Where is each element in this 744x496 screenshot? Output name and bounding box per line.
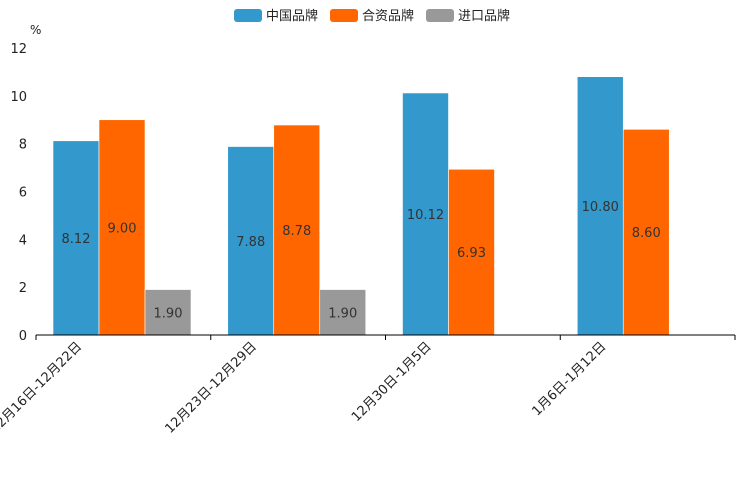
- category-label: 12月30日-1月5日: [349, 339, 435, 425]
- legend-swatch: [330, 9, 358, 22]
- category-label: 1月6日-1月12日: [530, 339, 610, 419]
- y-tick-label: 6: [19, 186, 27, 201]
- bar-labels: 8.12 9.00 1.90 7.88 8.78 1.90 10.12 6.93 10.80 8.…: [62, 200, 661, 321]
- legend-swatch: [426, 9, 454, 22]
- bar-value-label: 1.90: [154, 306, 183, 321]
- bar-value-label: 1.90: [328, 306, 357, 321]
- legend-item[interactable]: 合资品牌: [330, 8, 414, 24]
- bar-value-label: 10.12: [407, 208, 444, 223]
- bar-value-label: 6.93: [457, 246, 486, 261]
- legend-swatch: [234, 9, 262, 22]
- bar-2-1: [98, 119, 146, 336]
- bar-value-label: 8.60: [632, 226, 661, 241]
- y-tick-label: 2: [19, 281, 27, 296]
- bar-value-label: 8.12: [62, 232, 91, 247]
- category-labels: 12月16日-12月22日 12月23日-12月29日 12月30日-1月5日 1月6…: [0, 339, 609, 436]
- bar-3-1: [144, 289, 192, 336]
- bar-1-1: [52, 140, 100, 336]
- y-tick-label: 4: [19, 233, 27, 248]
- bar-value-label: 8.78: [282, 224, 311, 239]
- y-axis-ticks: 0 2 4 6 8 10 12: [10, 42, 27, 344]
- x-axis-ticks: [35, 335, 736, 340]
- legend-item[interactable]: 进口品牌: [426, 8, 510, 24]
- category-label: 12月23日-12月29日: [162, 339, 259, 436]
- legend-item[interactable]: 中国品牌: [234, 8, 318, 24]
- legend-label: 中国品牌: [266, 8, 318, 24]
- bar-2-3: [448, 168, 495, 336]
- bar-value-label: 10.80: [582, 200, 619, 215]
- y-tick-label: 12: [10, 42, 27, 57]
- legend-label: 进口品牌: [458, 8, 510, 24]
- bars: [52, 76, 670, 336]
- legend-label: 合资品牌: [362, 8, 414, 24]
- bar-value-label: 9.00: [108, 221, 137, 236]
- y-axis-unit-label: %: [30, 23, 41, 37]
- y-tick-label: 10: [10, 90, 27, 105]
- bar-1-2: [227, 146, 275, 336]
- legend: 中国品牌 合资品牌 进口品牌: [234, 8, 510, 24]
- bar-2-4: [622, 129, 670, 336]
- category-label: 12月16日-12月22日: [0, 339, 85, 436]
- bar-3-2: [319, 289, 367, 336]
- bar-2-2: [273, 124, 321, 336]
- y-tick-label: 8: [19, 138, 27, 153]
- bar-value-label: 7.88: [236, 235, 265, 250]
- y-tick-label: 0: [19, 329, 27, 344]
